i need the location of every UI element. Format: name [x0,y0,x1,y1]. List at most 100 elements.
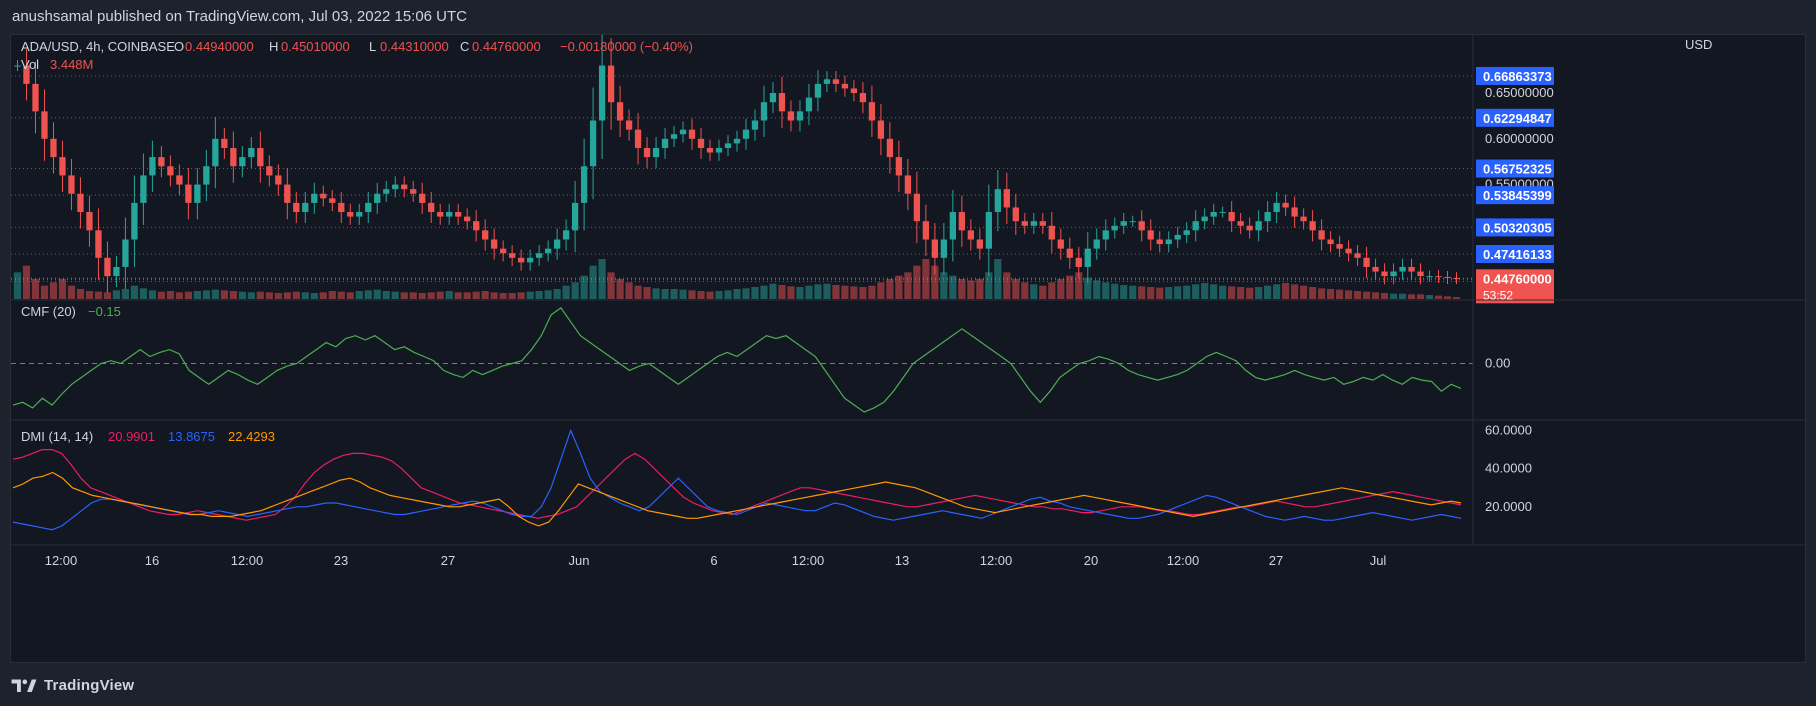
volume-bar [805,285,813,299]
volume-bar [823,283,831,299]
candle-body [1075,257,1082,267]
pane-separators [11,35,1805,546]
candle-body [742,129,750,139]
price-pane[interactable] [11,27,1473,299]
price-level-tag[interactable] [1476,186,1554,205]
candle-body [212,138,219,167]
volume-bar [508,293,516,299]
volume-bar [148,290,157,299]
volume-bar [427,292,435,299]
price-level-tag[interactable] [1476,244,1554,263]
volume-bar [445,291,453,299]
volume-bar [949,275,957,299]
candle-body [1138,221,1145,231]
price-level-tag[interactable] [1476,159,1554,178]
volume-bar [517,292,525,299]
volume-bar [940,272,948,299]
candle-body [329,198,336,203]
candle-body [464,216,471,222]
volume-bar [1246,287,1254,299]
volume-bar [985,272,993,299]
candle-body [1012,207,1019,222]
candle-body [230,147,237,167]
candle-body [1453,277,1460,279]
time-tick-label: 27 [1269,553,1283,568]
candle-body [769,93,777,103]
price-level-tag[interactable] [1476,66,1554,85]
candle-body [428,202,435,213]
candle-body [1021,221,1028,226]
candle-body [59,157,66,176]
time-tick-label: 20 [1084,553,1098,568]
candle-body [239,157,246,167]
volume-bar [544,290,552,299]
candle-body [751,120,759,130]
volume-bar [67,285,76,299]
volume-bar [229,291,237,299]
volume-bar [256,291,264,299]
volume-bar [364,290,372,299]
volume-bar [1273,284,1281,299]
dmi-pane[interactable] [12,428,1462,531]
price-tick-label: 0.65000000 [1485,85,1554,100]
candle-body [1300,216,1307,222]
volume-bar [418,293,426,299]
price-level-tag[interactable] [1476,108,1554,127]
volume-bar [598,259,606,299]
volume-bar [1371,292,1380,299]
brand-text: TradingView [44,676,135,694]
volume-bar [526,291,534,299]
volume-bar [868,285,876,299]
candle-body [347,212,354,217]
adx-value: 22.4293 [228,429,275,444]
symbol-legend: ADA/USD, 4h, COINBASE O 0.44940000 H 0.4… [21,39,693,72]
volume-bar [553,289,561,299]
volume-bar [472,291,480,299]
candle-body [419,193,426,203]
price-level-tag[interactable] [1476,218,1554,237]
volume-bar [751,287,759,299]
price-axis[interactable]: 0.650000000.600000000.550000000.66863373… [1476,66,1554,514]
time-tick-label: 16 [145,553,159,568]
volume-bar [715,291,723,299]
time-tick-label: 12:00 [1167,553,1200,568]
candle-body [1156,239,1163,245]
candle-body [374,193,381,203]
candle-body [95,230,102,258]
volume-bar [1138,286,1146,299]
volume-bar [832,285,840,299]
volume-bar [436,291,444,299]
candle-body [1048,225,1055,240]
candle-body [931,239,939,258]
chart-frame[interactable]: 12:00 16 12:00 23 27 Jun 6 12:00 13 12:00 20 12:00 2… [10,27,1806,663]
volume-bar [166,291,174,299]
cmf-pane[interactable] [11,307,1473,413]
volume-bar [922,259,930,299]
volume-bar [454,292,462,299]
footer-brand[interactable]: TradingView [10,672,134,698]
candle-body [778,93,786,112]
volume-bar [1084,277,1092,299]
chart-svg[interactable]: 12:00 16 12:00 23 27 Jun 6 12:00 13 12:00 20 12:00 2… [11,27,1805,662]
symbol-label: ADA/USD, 4h, COINBASE [21,39,175,54]
candle-body [1426,276,1433,278]
candle-body [625,120,633,130]
time-axis[interactable]: 12:00 16 12:00 23 27 Jun 6 12:00 13 12:00 20 12:00 2… [45,553,1387,568]
candle-body [598,65,606,121]
time-tick-label: 12:00 [45,553,78,568]
volume-bar [1102,282,1110,299]
candle-body [697,138,705,148]
time-tick-label: 12:00 [792,553,825,568]
last-price-tag-text: 0.44760000 [1483,271,1552,286]
volume-bar [130,285,139,299]
last-price-tag[interactable] [1476,269,1554,304]
volume-bar [625,282,633,299]
volume-bar [139,288,148,299]
high-value: 0.45010000 [281,39,350,54]
candle-body [293,202,300,213]
volume-bar [1398,293,1407,299]
time-tick-label: 12:00 [980,553,1013,568]
price-level-tag-text: 0.47416133 [1483,247,1552,262]
candle-body [1192,221,1199,231]
volume-bar [346,292,354,299]
